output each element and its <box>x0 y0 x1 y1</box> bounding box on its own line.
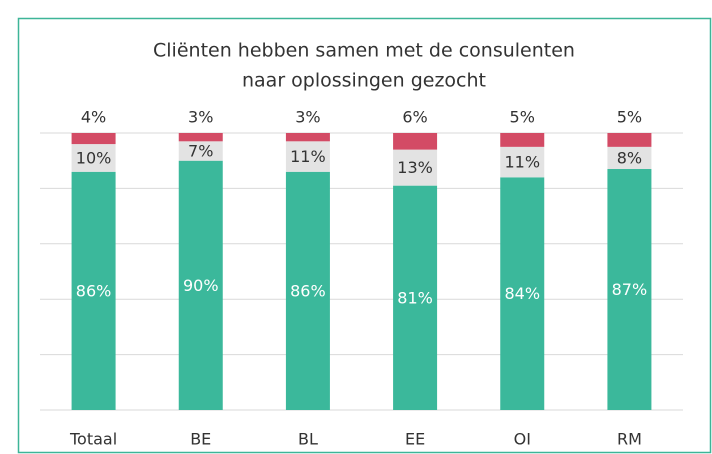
data-label: 86% <box>290 281 326 300</box>
data-label: 5% <box>617 108 642 127</box>
chart-border <box>17 17 712 454</box>
bar-segment <box>607 133 652 147</box>
data-label: 13% <box>397 158 433 177</box>
bar-segment <box>393 133 438 150</box>
bar-segment <box>178 133 223 142</box>
x-tick-label: Totaal <box>69 430 117 449</box>
data-label: 3% <box>188 108 213 127</box>
data-label: 90% <box>183 276 219 295</box>
bar-segment <box>178 141 223 161</box>
data-label: 81% <box>397 288 433 307</box>
bar-segment <box>285 171 330 410</box>
data-label: 3% <box>295 108 320 127</box>
bar-segment <box>393 185 438 410</box>
bar-segment <box>500 146 545 178</box>
bar-segment <box>393 149 438 186</box>
x-tick-label: OI <box>514 430 531 449</box>
data-label: 7% <box>188 142 213 161</box>
x-tick-label: RM <box>617 430 642 449</box>
bar-segment <box>178 160 223 410</box>
data-label: 11% <box>290 147 326 166</box>
x-tick-label: BE <box>190 430 211 449</box>
bar-segment <box>500 177 545 410</box>
bar-segment <box>607 146 652 170</box>
bar-segment <box>607 169 652 410</box>
data-label: 11% <box>504 153 540 172</box>
chart-title: naar oplossingen gezocht <box>242 70 486 92</box>
data-label: 86% <box>76 281 112 300</box>
bar-segment <box>285 133 330 142</box>
data-label: 87% <box>612 280 648 299</box>
bar-segment <box>71 144 116 172</box>
data-label: 8% <box>617 148 642 167</box>
chart-title: Cliënten hebben samen met de consulenten <box>153 40 575 62</box>
bar-segment <box>71 133 116 145</box>
x-tick-label: BL <box>298 430 318 449</box>
data-label: 6% <box>402 108 427 127</box>
bar-segment <box>285 141 330 172</box>
data-label: 4% <box>81 108 106 127</box>
data-label: 10% <box>76 148 112 167</box>
bar-segment <box>500 133 545 147</box>
x-tick-label: EE <box>405 430 425 449</box>
bar-segment <box>71 171 116 410</box>
data-label: 84% <box>504 284 540 303</box>
data-label: 5% <box>510 108 535 127</box>
